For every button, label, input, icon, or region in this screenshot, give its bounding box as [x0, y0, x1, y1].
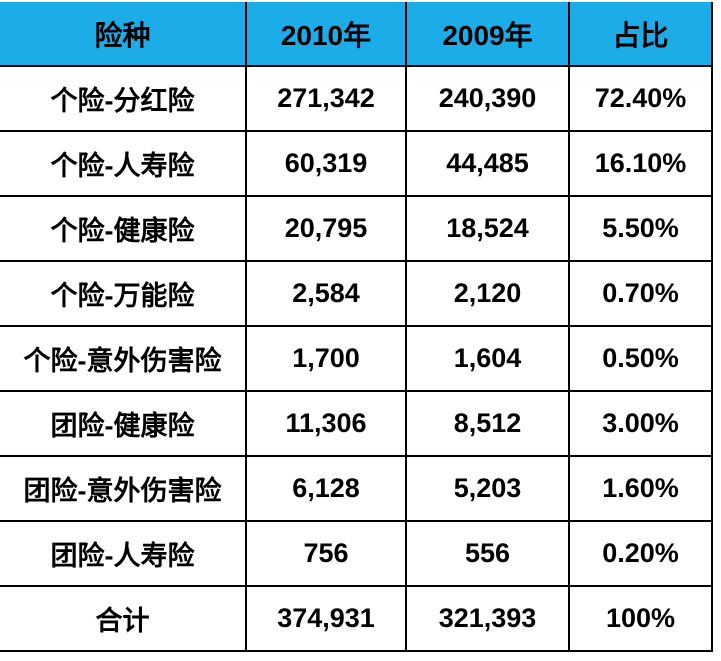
cell-total-share: 100%	[570, 587, 713, 652]
cell-share-value: 0.50%	[570, 327, 713, 392]
cell-share-value: 3.00%	[570, 392, 713, 457]
cell-2009-value: 5,203	[407, 457, 570, 522]
cell-2009-value: 1,604	[407, 327, 570, 392]
cell-2010-value: 20,795	[247, 197, 407, 262]
cell-insurance-type: 团险-人寿险	[0, 522, 247, 587]
cell-share-value: 5.50%	[570, 197, 713, 262]
cell-insurance-type: 个险-人寿险	[0, 132, 247, 197]
cell-2009-value: 240,390	[407, 67, 570, 132]
cell-2010-value: 1,700	[247, 327, 407, 392]
cell-2009-value: 18,524	[407, 197, 570, 262]
cell-total-2009: 321,393	[407, 587, 570, 652]
header-cell-insurance-type: 险种	[0, 2, 247, 67]
cell-2010-value: 11,306	[247, 392, 407, 457]
cell-2010-value: 756	[247, 522, 407, 587]
cell-total-label: 合计	[0, 587, 247, 652]
cell-insurance-type: 个险-分红险	[0, 67, 247, 132]
cell-total-2010: 374,931	[247, 587, 407, 652]
cell-share-value: 0.20%	[570, 522, 713, 587]
cell-2010-value: 6,128	[247, 457, 407, 522]
cell-2009-value: 2,120	[407, 262, 570, 327]
header-cell-2009: 2009年	[407, 2, 570, 67]
cell-insurance-type: 个险-健康险	[0, 197, 247, 262]
cell-share-value: 1.60%	[570, 457, 713, 522]
cell-2010-value: 60,319	[247, 132, 407, 197]
cell-insurance-type: 团险-意外伤害险	[0, 457, 247, 522]
cell-2010-value: 2,584	[247, 262, 407, 327]
cell-insurance-type: 个险-意外伤害险	[0, 327, 247, 392]
cell-insurance-type: 团险-健康险	[0, 392, 247, 457]
cell-share-value: 16.10%	[570, 132, 713, 197]
cell-share-value: 0.70%	[570, 262, 713, 327]
cell-2010-value: 271,342	[247, 67, 407, 132]
cell-2009-value: 44,485	[407, 132, 570, 197]
cell-2009-value: 8,512	[407, 392, 570, 457]
header-cell-share: 占比	[570, 2, 713, 67]
cell-2009-value: 556	[407, 522, 570, 587]
header-cell-2010: 2010年	[247, 2, 407, 67]
cell-share-value: 72.40%	[570, 67, 713, 132]
insurance-premium-table: 险种 2010年 2009年 占比 个险-分红险 271,342 240,390…	[0, 2, 713, 652]
cell-insurance-type: 个险-万能险	[0, 262, 247, 327]
